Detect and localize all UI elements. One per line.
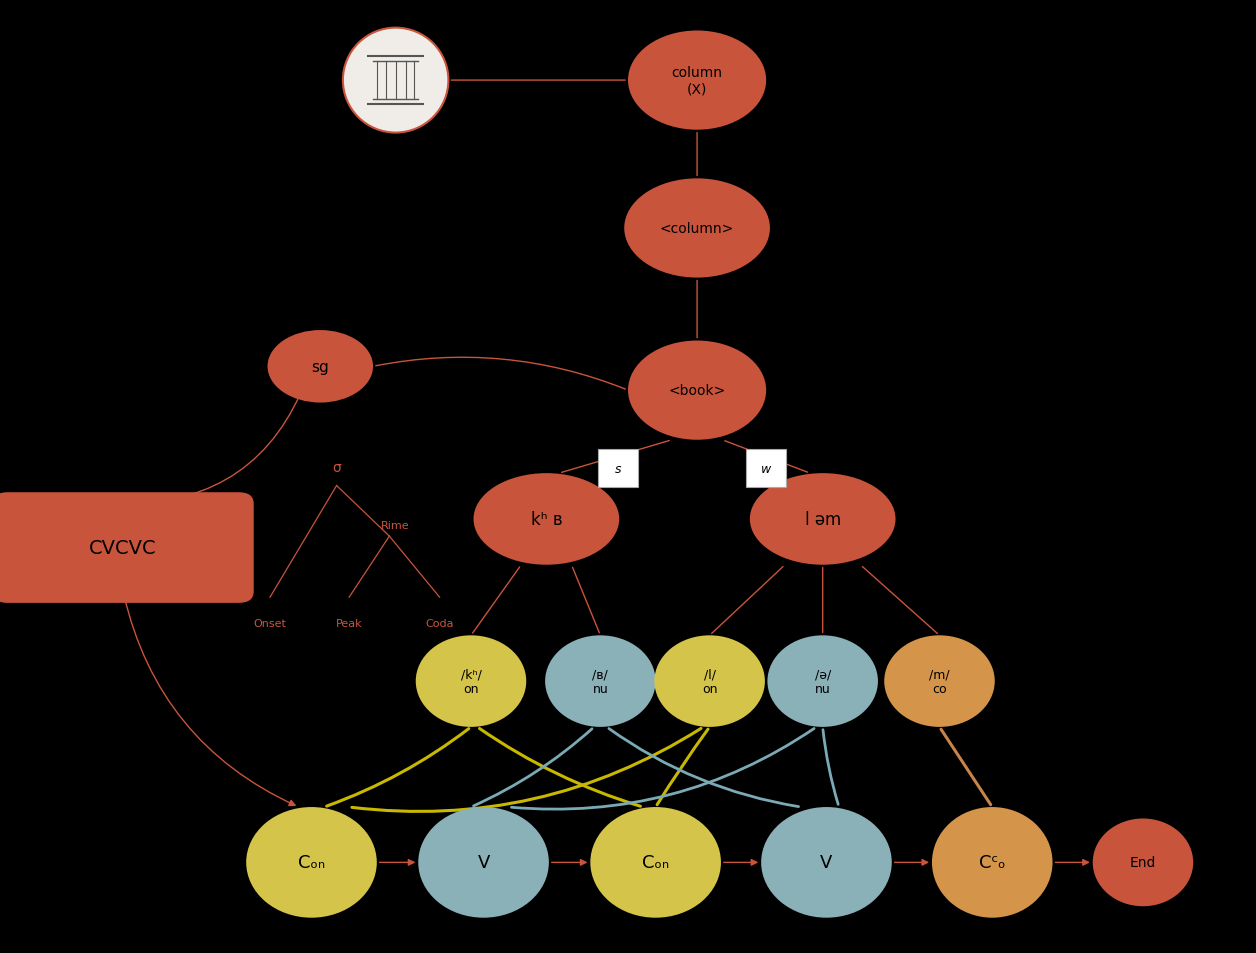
Ellipse shape <box>932 807 1053 918</box>
Ellipse shape <box>654 636 765 727</box>
Text: l əm: l əm <box>805 511 840 528</box>
Text: Cₒₙ: Cₒₙ <box>642 854 669 871</box>
Text: σ: σ <box>333 460 340 475</box>
Text: /ʙ/
nu: /ʙ/ nu <box>593 667 608 696</box>
Ellipse shape <box>761 807 892 918</box>
Text: /m/
co: /m/ co <box>929 667 950 696</box>
Text: w: w <box>761 462 771 476</box>
Ellipse shape <box>590 807 721 918</box>
Ellipse shape <box>343 29 448 133</box>
Ellipse shape <box>767 636 878 727</box>
Text: <book>: <book> <box>668 384 726 397</box>
Text: /l/
on: /l/ on <box>702 667 717 696</box>
Text: /kʰ/
on: /kʰ/ on <box>461 667 481 696</box>
Text: Cₒₙ: Cₒₙ <box>298 854 325 871</box>
Text: Onset: Onset <box>254 618 286 628</box>
Ellipse shape <box>418 807 549 918</box>
FancyBboxPatch shape <box>746 450 786 488</box>
Text: End: End <box>1130 856 1156 869</box>
Ellipse shape <box>416 636 526 727</box>
Text: column
(X): column (X) <box>672 66 722 96</box>
Ellipse shape <box>268 331 373 403</box>
Ellipse shape <box>884 636 995 727</box>
Text: kʰ ʙ: kʰ ʙ <box>530 511 563 528</box>
Ellipse shape <box>624 179 770 278</box>
FancyBboxPatch shape <box>0 493 254 603</box>
Text: V: V <box>477 854 490 871</box>
Text: <column>: <column> <box>659 222 735 235</box>
Text: s: s <box>614 462 622 476</box>
Text: Rime: Rime <box>382 521 409 531</box>
Ellipse shape <box>628 341 766 440</box>
Text: /ə/
nu: /ə/ nu <box>815 667 830 696</box>
Ellipse shape <box>246 807 377 918</box>
Ellipse shape <box>545 636 656 727</box>
Ellipse shape <box>628 31 766 131</box>
Text: Peak: Peak <box>335 618 363 628</box>
Text: sg: sg <box>311 359 329 375</box>
Ellipse shape <box>750 474 896 565</box>
Ellipse shape <box>1093 819 1193 906</box>
Text: V: V <box>820 854 833 871</box>
Ellipse shape <box>474 474 619 565</box>
FancyBboxPatch shape <box>598 450 638 488</box>
Text: Cᶜₒ: Cᶜₒ <box>978 854 1006 871</box>
Text: Coda: Coda <box>426 618 453 628</box>
Text: CVCVC: CVCVC <box>89 538 157 558</box>
